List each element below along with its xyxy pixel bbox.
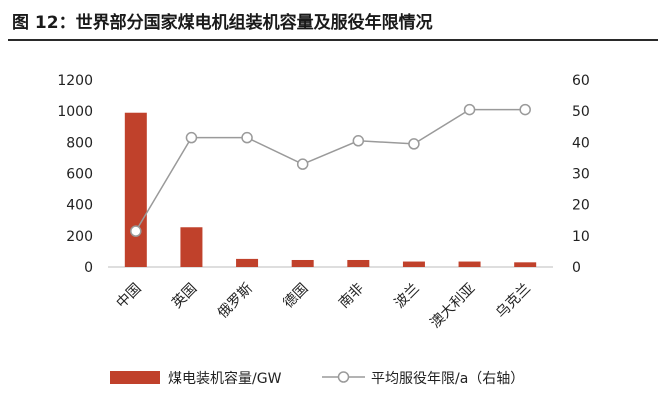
bar (180, 227, 203, 267)
chart-title: 图 12：世界部分国家煤电机组装机容量及服役年限情况 (12, 13, 433, 33)
bar (514, 262, 537, 267)
y-right-tick-label: 30 (572, 167, 590, 183)
y-left-tick-label: 200 (66, 229, 93, 245)
line-point (519, 103, 531, 116)
line-point (185, 131, 198, 144)
bar (458, 261, 481, 267)
legend-bar-label: 煤电装机容量/GW (168, 370, 282, 387)
bar (347, 259, 370, 267)
x-category-label: 乌克兰 (493, 281, 534, 322)
y-right-tick-label: 60 (572, 73, 590, 89)
y-right-tick-label: 40 (572, 135, 590, 151)
line-point (463, 103, 476, 116)
y-right-tick-label: 10 (572, 229, 590, 245)
line-point (352, 135, 365, 147)
y-left-tick-label: 400 (66, 198, 93, 214)
y-right-tick-label: 0 (572, 260, 581, 276)
y-left-tick-label: 800 (66, 135, 93, 151)
y-left-tick-label: 1000 (57, 104, 93, 120)
line-point (408, 138, 420, 150)
line-series (135, 108, 526, 232)
x-category-label: 德国 (280, 281, 311, 312)
legend-line-marker (337, 371, 350, 383)
y-left-tick-label: 600 (66, 167, 93, 183)
legend-bar-swatch (110, 371, 160, 384)
x-category-label: 澳大利亚 (427, 281, 478, 332)
line-point (130, 225, 142, 237)
bar (402, 261, 425, 267)
x-category-label: 中国 (114, 281, 145, 312)
bar (291, 259, 314, 267)
title-rule (8, 39, 658, 41)
legend-line-label: 平均服役年限/a（右轴） (371, 371, 524, 387)
line-point (241, 131, 253, 144)
y-right-tick-label: 50 (572, 104, 590, 120)
y-right-tick-label: 20 (572, 198, 590, 214)
y-left-tick-label: 1200 (57, 73, 93, 89)
line-point (296, 158, 309, 170)
bar (236, 258, 259, 267)
y-left-tick-label: 0 (84, 260, 93, 276)
bar (124, 112, 147, 267)
x-category-label: 南非 (336, 281, 367, 312)
x-category-label: 英国 (168, 280, 200, 312)
x-category-label: 俄罗斯 (215, 281, 256, 322)
x-category-label: 波兰 (392, 281, 423, 312)
